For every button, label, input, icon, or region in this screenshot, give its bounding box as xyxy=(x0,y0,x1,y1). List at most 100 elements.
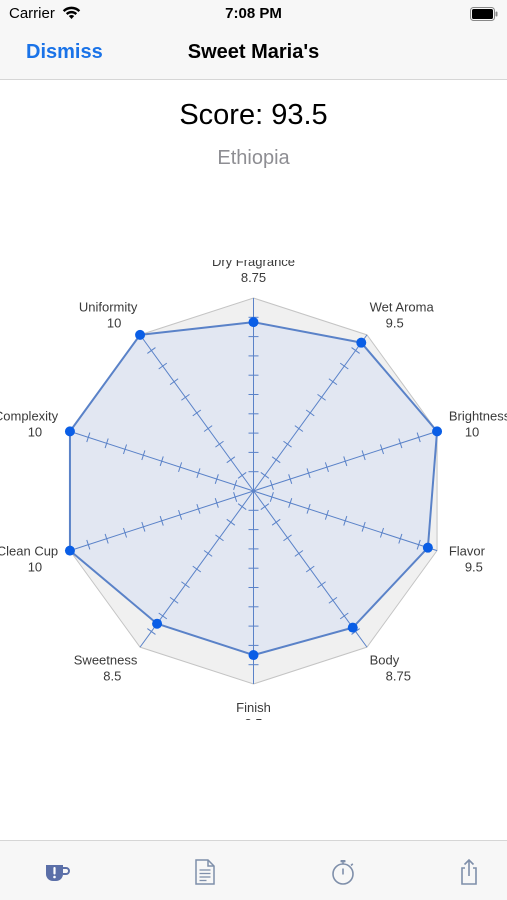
chart-axis-label: Dry Fragrance xyxy=(212,260,295,269)
chart-axis-tick xyxy=(141,521,146,532)
chart-axis-label: Wet Aroma xyxy=(370,300,435,315)
chart-data-point xyxy=(248,650,259,661)
chart-axis-tick xyxy=(260,472,270,479)
clock-label: 7:08 PM xyxy=(225,5,282,22)
chart-axis-tick xyxy=(147,347,156,354)
chart-axis-label: Flavor xyxy=(449,543,486,558)
chart-data-point xyxy=(64,545,75,556)
chart-axis-tick xyxy=(226,456,236,464)
chart-data-point xyxy=(248,317,259,328)
chart-axis-tick xyxy=(181,581,190,589)
chart-value-label: 10 xyxy=(28,425,42,440)
chart-axis-label: Sweetness xyxy=(74,652,138,667)
chart-axis-tick xyxy=(141,450,146,461)
chart-axis-tick xyxy=(294,550,304,557)
origin-label: Ethiopia xyxy=(217,147,290,169)
chart-data-point xyxy=(152,618,163,629)
chart-axis-tick xyxy=(86,432,91,443)
chart-axis-tick xyxy=(215,440,224,448)
chart-axis-label: Brightness xyxy=(449,409,507,424)
chart-axis-tick xyxy=(104,438,109,449)
chart-data-point xyxy=(422,542,433,553)
chart-value-label: 9.5 xyxy=(386,316,404,331)
chart-axis-tick xyxy=(158,612,168,620)
chart-axis-tick xyxy=(269,480,274,490)
chart-axis-tick xyxy=(169,596,179,604)
chart-value-label: 10 xyxy=(107,316,121,331)
chart-axis-label: Complexity xyxy=(0,409,59,424)
chart-axis-tick xyxy=(339,612,349,620)
chart-data-point xyxy=(356,337,367,348)
chart-axis-tick xyxy=(283,440,292,448)
chart-value-label: 8.5 xyxy=(244,716,262,720)
chart-axis-tick xyxy=(203,425,213,432)
chart-axis-tick xyxy=(288,498,293,508)
chart-axis-tick xyxy=(379,444,385,455)
chart-axis-tick xyxy=(237,472,247,479)
chart-axis-tick xyxy=(226,518,236,526)
chart-value-label: 8.5 xyxy=(103,668,121,683)
chart-axis-tick xyxy=(192,565,202,573)
chart-axis-tick xyxy=(328,378,338,386)
chart-value-label: 8.75 xyxy=(386,668,411,683)
score-label: Score: 93.5 xyxy=(179,99,328,131)
chart-axis-tick xyxy=(343,515,348,526)
wifi-icon xyxy=(62,6,81,19)
chart-axis-tick xyxy=(86,539,91,550)
chart-axis-tick xyxy=(288,474,293,484)
chart-data-point xyxy=(64,426,75,437)
chart-axis-tick xyxy=(214,474,219,484)
chart-axis-tick xyxy=(147,628,156,635)
chart-axis-tick xyxy=(324,509,329,520)
page-title: Sweet Maria's xyxy=(187,41,320,63)
chart-data-point xyxy=(432,426,443,437)
chart-data-point xyxy=(347,622,358,633)
cup-alert-icon xyxy=(46,865,70,881)
chart-value-label: 9.5 xyxy=(465,559,483,574)
chart-axis-tick xyxy=(351,347,360,354)
chart-axis-tick xyxy=(122,527,128,538)
tab-share[interactable] xyxy=(454,857,484,887)
tab-notes[interactable] xyxy=(190,857,220,887)
chart-axis-tick xyxy=(233,492,238,502)
chart-axis-tick xyxy=(169,378,179,386)
chart-axis-label: Body xyxy=(370,652,400,667)
chart-value-label: 10 xyxy=(28,559,42,574)
chart-axis-tick xyxy=(237,503,247,510)
tab-timer[interactable] xyxy=(328,857,358,887)
chart-axis-tick xyxy=(317,581,326,589)
chart-axis-tick xyxy=(269,492,274,502)
chart-axis-tick xyxy=(196,468,201,479)
chart-axis-tick xyxy=(271,456,281,464)
chart-axis-tick xyxy=(379,527,385,538)
chart-axis-label: Clean Cup xyxy=(0,543,58,558)
chart-axis-tick xyxy=(233,480,238,490)
dismiss-button[interactable]: Dismiss xyxy=(26,41,103,63)
chart-axis-tick xyxy=(317,393,326,401)
chart-axis-tick xyxy=(214,498,219,508)
chart-value-label: 10 xyxy=(465,425,479,440)
chart-axis-tick xyxy=(398,533,403,544)
chart-data-point xyxy=(135,329,146,340)
chart-axis-tick xyxy=(361,450,366,461)
chart-axis-label: Finish xyxy=(236,700,271,715)
chart-axis-tick xyxy=(104,533,109,544)
chart-axis-tick xyxy=(158,362,168,370)
chart-axis-tick xyxy=(361,521,366,532)
chart-axis-tick xyxy=(324,462,329,473)
chart-axis-tick xyxy=(260,503,270,510)
chart-axis-tick xyxy=(159,456,164,467)
document-icon xyxy=(195,859,215,885)
stopwatch-icon xyxy=(332,860,354,885)
chart-axis-tick xyxy=(178,462,183,473)
chart-axis-tick xyxy=(122,444,128,455)
chart-axis-tick xyxy=(271,518,281,526)
chart-axis-tick xyxy=(416,539,421,550)
chart-axis-tick xyxy=(181,393,190,401)
chart-axis-tick xyxy=(328,596,338,604)
tab-cupping[interactable] xyxy=(42,857,72,887)
chart-axis-tick xyxy=(196,503,201,514)
battery-icon xyxy=(470,7,498,21)
chart-axis-tick xyxy=(294,425,304,432)
